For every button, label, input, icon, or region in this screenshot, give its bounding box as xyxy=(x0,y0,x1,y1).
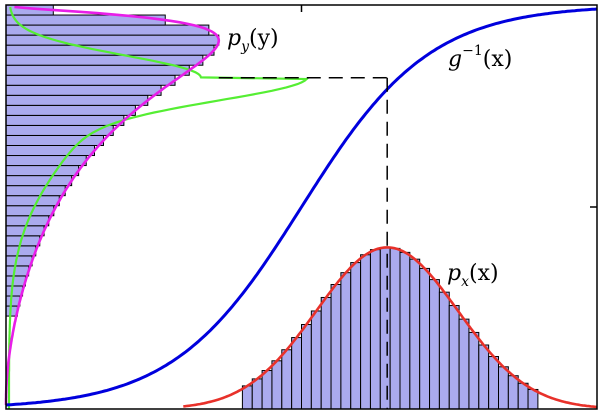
p-x-histogram-bar xyxy=(251,378,263,410)
p-x-histogram-bar xyxy=(310,310,322,410)
p-x-histogram-bar xyxy=(389,247,401,410)
p-x-histogram-bar xyxy=(468,331,480,410)
inverse-g-label: g−1(x) xyxy=(448,43,512,72)
p-x-histogram-bar xyxy=(458,318,470,410)
p-y-histogram-bar xyxy=(5,265,30,277)
p-y-histogram-bar xyxy=(5,44,215,56)
p-y-histogram-bar xyxy=(5,175,73,187)
p-y-histogram-bar xyxy=(5,134,104,146)
p-x-histogram-bar xyxy=(320,296,332,410)
p-x-histogram-bar xyxy=(350,262,362,410)
p-y-histogram-bar xyxy=(5,245,37,257)
p-x-histogram-bar xyxy=(438,291,450,410)
p-x-histogram-bar xyxy=(399,251,411,410)
p-y-histogram-bar xyxy=(5,275,26,287)
axis-ticks xyxy=(300,5,597,208)
p-y-histogram-bar xyxy=(5,285,24,297)
p-x-histogram-bar xyxy=(478,344,490,410)
p-x-histogram-bar xyxy=(261,370,273,410)
p-y-histogram-bar xyxy=(5,94,149,106)
p-x-density-curve xyxy=(183,246,598,409)
p-y-histogram-bar xyxy=(5,54,204,66)
p-y-histogram-bar xyxy=(5,195,60,207)
p-x-histogram-bar xyxy=(507,375,519,410)
p-x-histogram-bar xyxy=(330,283,342,410)
p-x-histogram-bar xyxy=(429,279,440,410)
p-y-histogram-bar xyxy=(5,155,87,167)
p-x-histogram-bar xyxy=(488,356,499,410)
p-y-histogram-bar xyxy=(5,34,220,46)
p-x-histogram-bar xyxy=(498,366,509,410)
p-x-histogram-bar xyxy=(301,324,312,410)
p-y-histogram-bar xyxy=(5,84,162,96)
p-y-label: py(y) xyxy=(227,26,279,55)
p-x-histogram-bar xyxy=(369,249,381,410)
p-y-histogram-bar xyxy=(5,144,95,157)
p-y-histogram xyxy=(5,4,220,317)
p-y-histogram-bar xyxy=(5,165,80,177)
p-y-histogram-bar xyxy=(5,185,66,197)
p-y-histogram-bar xyxy=(5,104,136,116)
green-density-curve xyxy=(7,6,310,409)
p-y-histogram-bar xyxy=(5,255,33,267)
p-y-histogram-bar xyxy=(5,74,176,86)
p-x-histogram-bar xyxy=(271,360,283,410)
p-x-histogram-bar xyxy=(360,254,371,410)
p-x-histogram-bar xyxy=(517,382,529,410)
p-x-histogram-bar xyxy=(409,258,421,410)
p-x-histogram-bar xyxy=(419,267,431,410)
p-y-histogram-bar xyxy=(5,114,125,126)
p-x-histogram-bar xyxy=(448,305,460,410)
p-x-label: px(x) xyxy=(447,261,499,290)
p-x-histogram-bar xyxy=(291,337,302,410)
p-x-histogram-bar xyxy=(379,246,391,410)
inverse-g-curve xyxy=(5,7,598,407)
p-y-histogram-bar xyxy=(5,64,190,76)
p-x-histogram-bar xyxy=(340,272,352,410)
p-x-histogram-bar xyxy=(281,349,293,410)
p-y-density-curve xyxy=(4,5,221,405)
